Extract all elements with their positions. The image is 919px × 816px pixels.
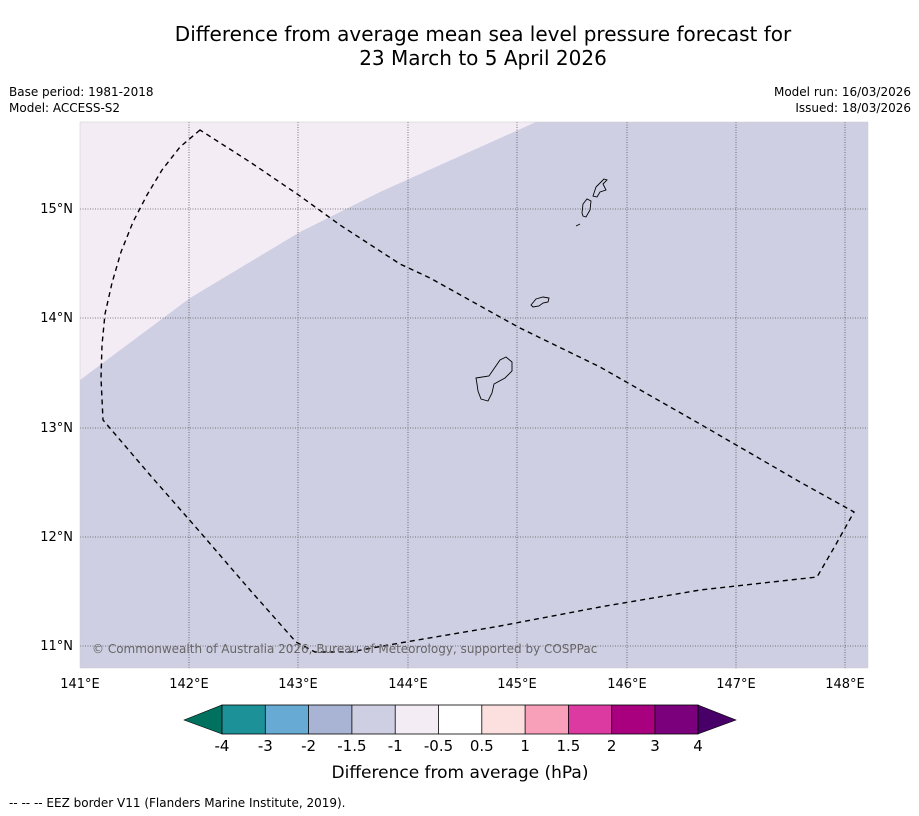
pressure-anomaly-field — [80, 122, 868, 668]
colorbar-tick-label: -0.5 — [424, 737, 453, 755]
lon-tick-label: 143°E — [278, 677, 318, 692]
tinian-island — [581, 198, 592, 218]
colorbar-segment — [265, 705, 309, 734]
lat-tick-label: 13°N — [40, 421, 73, 436]
saipan-island — [592, 178, 608, 198]
longitude-axis: 141°E 142°E 143°E 144°E 145°E 146°E 147°… — [60, 677, 865, 692]
lon-tick-label: 144°E — [388, 677, 428, 692]
colorbar-tick-label: -1.5 — [337, 737, 366, 755]
islands — [475, 178, 608, 402]
colorbar-tick-label: 1 — [520, 737, 530, 755]
meta-left: Base period: 1981-2018 Model: ACCESS-S2 — [9, 84, 154, 116]
colorbar-outline — [221, 704, 699, 735]
issued-date: Issued: 18/03/2026 — [795, 101, 911, 115]
anomaly-region-near-zero — [80, 122, 536, 380]
colorbar-tick-label: 0.5 — [470, 737, 494, 755]
colorbar-extend-min — [183, 704, 223, 735]
title-line-2: 23 March to 5 April 2026 — [359, 46, 607, 70]
colorbar-tick-label: -2 — [301, 737, 316, 755]
lon-tick-label: 146°E — [607, 677, 647, 692]
colorbar-tick-label: 4 — [693, 737, 703, 755]
base-period: Base period: 1981-2018 — [9, 85, 154, 99]
lat-tick-label: 15°N — [40, 202, 73, 217]
gridlines — [80, 122, 868, 668]
colorbar-tick-label: -3 — [258, 737, 273, 755]
lon-tick-label: 142°E — [169, 677, 209, 692]
colorbar-tick-label: 3 — [650, 737, 660, 755]
colorbar-tick-label: -1 — [388, 737, 403, 755]
title-line-1: Difference from average mean sea level p… — [174, 22, 792, 46]
model-name: Model: ACCESS-S2 — [9, 101, 121, 115]
map-title: Difference from average mean sea level p… — [0, 22, 919, 70]
lat-tick-label: 11°N — [40, 639, 73, 654]
meta-right: Model run: 16/03/2026 Issued: 18/03/2026 — [774, 84, 911, 116]
aguijan-island — [575, 223, 581, 227]
guam-island — [475, 356, 513, 402]
model-run: Model run: 16/03/2026 — [773, 85, 911, 99]
colorbar-segment — [351, 705, 396, 734]
lon-tick-label: 145°E — [497, 677, 537, 692]
eez-legend-note: -- -- -- EEZ border V11 (Flanders Marine… — [9, 796, 346, 810]
colorbar-tick-label: 2 — [607, 737, 617, 755]
eez-border — [100, 129, 855, 653]
colorbar-segment — [611, 705, 655, 734]
colorbar-extend-max — [697, 704, 737, 735]
colorbar-tick-label: -4 — [215, 737, 230, 755]
colorbar-title: Difference from average (hPa) — [332, 763, 589, 783]
colorbar-segment — [222, 705, 266, 734]
copyright-text: © Commonwealth of Australia 2026, Bureau… — [92, 642, 597, 656]
map-frame — [79, 121, 869, 669]
rota-island — [530, 296, 550, 308]
lat-tick-label: 14°N — [40, 311, 73, 326]
lon-tick-label: 141°E — [60, 677, 100, 692]
colorbar-segment — [655, 705, 698, 734]
lon-tick-label: 148°E — [825, 677, 865, 692]
lon-tick-label: 147°E — [716, 677, 756, 692]
colorbar-segment — [395, 705, 439, 734]
colorbar-segment — [308, 705, 352, 734]
lat-tick-label: 12°N — [40, 530, 73, 545]
colorbar: -4 -3 -2 -1.5 -1 -0.5 0.5 1 1.5 2 3 4 Di… — [183, 704, 737, 783]
colorbar-segment — [525, 705, 569, 734]
colorbar-segment — [438, 705, 482, 734]
colorbar-segment — [481, 705, 526, 734]
colorbar-tick-label: 1.5 — [556, 737, 580, 755]
latitude-axis: 15°N 14°N 13°N 12°N 11°N — [40, 202, 73, 654]
colorbar-segment — [568, 705, 612, 734]
